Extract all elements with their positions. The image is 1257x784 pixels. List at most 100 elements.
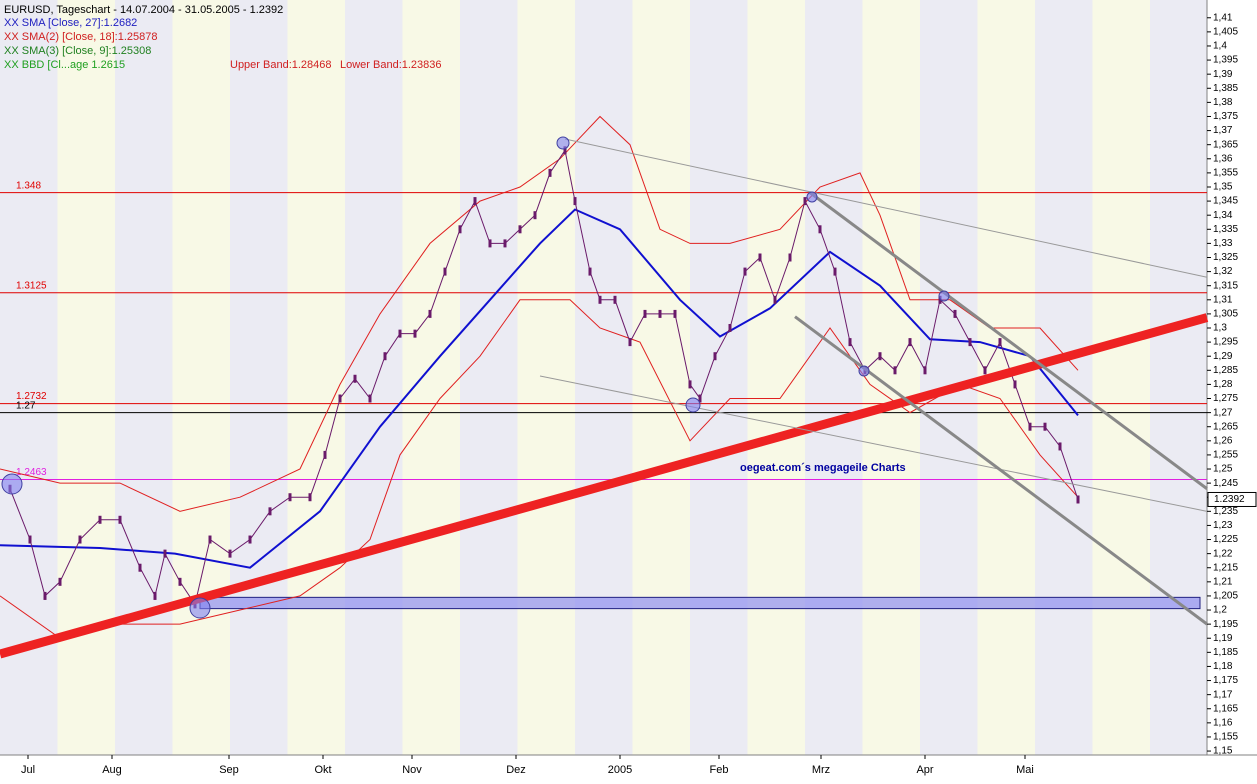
stripe: [920, 0, 978, 755]
stripe: [1092, 0, 1150, 755]
x-tick-label: Feb: [710, 764, 729, 776]
price-bar: [698, 394, 702, 403]
price-bar: [773, 295, 777, 304]
background: [0, 0, 1207, 755]
last-price-label: 1.2392: [1214, 494, 1245, 505]
y-tick-label: 1,275: [1213, 393, 1238, 404]
price-bar: [743, 267, 747, 276]
price-bar: [533, 211, 537, 220]
stripe: [747, 0, 805, 755]
y-tick-label: 1,315: [1213, 280, 1238, 291]
price-bar: [953, 309, 957, 318]
y-tick-label: 1,26: [1213, 435, 1233, 446]
y-tick-label: 1,255: [1213, 450, 1238, 461]
price-bar: [658, 309, 662, 318]
price-bar: [98, 515, 102, 524]
support-zone: [199, 596, 1201, 610]
y-tick-label: 1,375: [1213, 111, 1238, 122]
y-tick-label: 1,225: [1213, 534, 1238, 545]
price-bar: [228, 549, 232, 558]
x-tick-label: Sep: [219, 764, 239, 776]
price-bar: [628, 338, 632, 347]
y-tick-label: 1,31: [1213, 294, 1233, 305]
price-bar: [713, 352, 717, 361]
y-tick-label: 1,345: [1213, 196, 1238, 207]
price-bar: [788, 253, 792, 262]
last-price-box: [1207, 491, 1257, 507]
price-bar: [43, 591, 47, 600]
y-tick-label: 1,41: [1213, 12, 1233, 23]
stripe: [575, 0, 633, 755]
y-tick-label: 1,385: [1213, 83, 1238, 94]
series-line: [0, 208, 1079, 569]
price-bar: [413, 329, 417, 338]
y-tick-label: 1,33: [1213, 238, 1233, 249]
chart-title: EURUSD, Tageschart - 14.07.2004 - 31.05.…: [4, 4, 283, 16]
price-bar: [268, 507, 272, 516]
y-tick-label: 1,37: [1213, 125, 1233, 136]
stripe: [230, 0, 288, 755]
axis-area: [1207, 0, 1257, 755]
price-bar: [548, 168, 552, 177]
marker: [1, 473, 23, 495]
y-tick-label: 1,3: [1213, 323, 1227, 334]
price-bar: [923, 366, 927, 375]
y-tick-label: 1,365: [1213, 139, 1238, 150]
y-tick-label: 1,21: [1213, 576, 1233, 587]
price-bar: [728, 324, 732, 333]
y-tick-label: 1,19: [1213, 633, 1233, 644]
price-bar: [1028, 422, 1032, 431]
price-bar: [848, 338, 852, 347]
y-tick-label: 1,195: [1213, 619, 1238, 630]
price-bar: [248, 535, 252, 544]
price-bar: [458, 225, 462, 234]
y-tick-label: 1,16: [1213, 717, 1233, 728]
level-label: 1.3125: [16, 280, 47, 291]
price-bar: [803, 197, 807, 206]
y-tick-label: 1,335: [1213, 224, 1238, 235]
price-bar: [288, 493, 292, 502]
price-bar: [518, 225, 522, 234]
stripe: [632, 0, 690, 755]
price-bar: [758, 253, 762, 262]
legend-entry: Lower Band:1.23836: [340, 59, 442, 71]
marker: [685, 397, 701, 413]
x-tick-label: 2005: [608, 764, 632, 776]
y-tick-label: 1,38: [1213, 97, 1233, 108]
y-tick-label: 1,215: [1213, 562, 1238, 573]
stripe: [805, 0, 863, 755]
price-bar: [353, 374, 357, 383]
price-bar: [163, 549, 167, 558]
y-tick-label: 1,39: [1213, 69, 1233, 80]
trend-line: [564, 138, 1208, 278]
price-bar: [178, 577, 182, 586]
y-tick-label: 1,29: [1213, 351, 1233, 362]
price-bar: [383, 352, 387, 361]
stripe: [1150, 0, 1207, 755]
price-bar: [908, 338, 912, 347]
price-bar: [323, 450, 327, 459]
marker: [556, 136, 570, 150]
price-bar: [503, 239, 507, 248]
y-tick-label: 1,22: [1213, 548, 1233, 559]
x-tick-label: Aug: [102, 764, 122, 776]
stripe: [115, 0, 173, 755]
y-tick-label: 1,2: [1213, 605, 1227, 616]
level-label: 1.2732: [16, 391, 47, 402]
y-tick-label: 1,245: [1213, 478, 1238, 489]
y-tick-label: 1,305: [1213, 309, 1238, 320]
stripe: [1035, 0, 1093, 755]
legend: EURUSD, Tageschart - 14.07.2004 - 31.05.…: [4, 4, 442, 71]
y-tick-label: 1,185: [1213, 647, 1238, 658]
series-line: [0, 299, 1079, 639]
y-tick-label: 1,155: [1213, 732, 1238, 743]
y-tick-label: 1,175: [1213, 675, 1238, 686]
y-tick-label: 1,25: [1213, 464, 1233, 475]
x-tick-label: Nov: [402, 764, 422, 776]
y-tick-label: 1,165: [1213, 703, 1238, 714]
price-bar: [398, 329, 402, 338]
price-bar: [208, 535, 212, 544]
y-tick-label: 1,15: [1213, 746, 1233, 757]
stripe: [402, 0, 460, 755]
